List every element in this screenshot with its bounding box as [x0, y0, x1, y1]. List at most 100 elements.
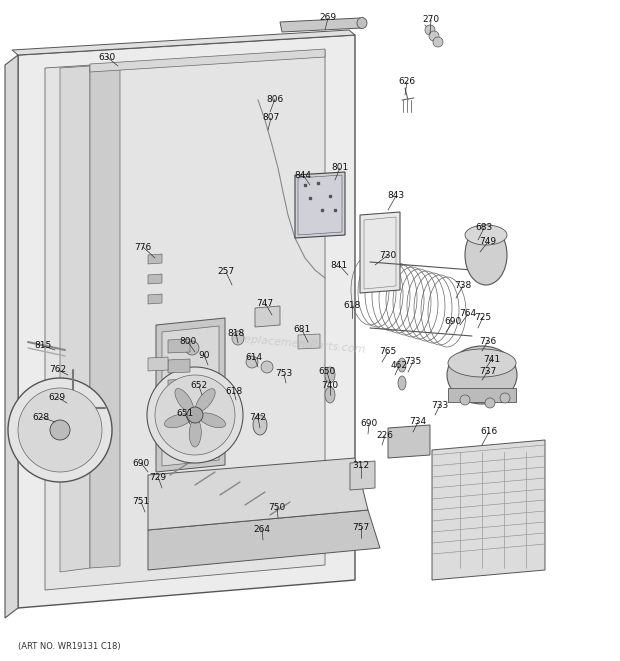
Ellipse shape	[465, 225, 507, 285]
Polygon shape	[432, 440, 545, 580]
Polygon shape	[156, 318, 225, 472]
Text: 729: 729	[149, 473, 167, 481]
Polygon shape	[148, 510, 380, 570]
Circle shape	[261, 361, 273, 373]
Circle shape	[147, 367, 243, 463]
Text: 762: 762	[50, 366, 66, 375]
Text: 815: 815	[34, 342, 51, 350]
Circle shape	[246, 356, 258, 368]
Polygon shape	[45, 50, 325, 590]
Ellipse shape	[253, 415, 267, 435]
Circle shape	[187, 407, 203, 423]
Text: 765: 765	[379, 348, 397, 356]
Polygon shape	[448, 388, 516, 402]
Circle shape	[429, 31, 439, 41]
Circle shape	[18, 388, 102, 472]
Text: 626: 626	[399, 77, 415, 87]
Text: 807: 807	[262, 114, 280, 122]
Text: 751: 751	[133, 498, 149, 506]
Text: 841: 841	[330, 260, 348, 270]
Circle shape	[485, 398, 495, 408]
Text: 90: 90	[198, 350, 210, 360]
Polygon shape	[168, 419, 190, 433]
Text: 844: 844	[294, 171, 311, 180]
Text: 614: 614	[246, 352, 262, 362]
Text: 764: 764	[459, 309, 477, 319]
Polygon shape	[162, 326, 219, 466]
Text: 462: 462	[391, 362, 407, 371]
Ellipse shape	[398, 376, 406, 390]
Text: 806: 806	[267, 95, 283, 104]
Text: 736: 736	[479, 336, 497, 346]
Polygon shape	[5, 55, 18, 618]
Text: 618: 618	[226, 387, 242, 397]
Ellipse shape	[465, 225, 507, 245]
Circle shape	[8, 378, 112, 482]
Text: 741: 741	[484, 354, 500, 364]
Polygon shape	[148, 357, 168, 371]
Text: 757: 757	[352, 522, 370, 531]
Text: 753: 753	[275, 369, 293, 379]
Polygon shape	[295, 172, 345, 238]
Circle shape	[500, 393, 510, 403]
Circle shape	[425, 25, 435, 35]
Text: 618: 618	[343, 301, 361, 309]
Ellipse shape	[398, 358, 406, 372]
Ellipse shape	[325, 387, 335, 403]
Ellipse shape	[195, 389, 215, 412]
Text: 652: 652	[190, 381, 208, 391]
Polygon shape	[18, 35, 355, 608]
Text: 801: 801	[331, 163, 348, 173]
Ellipse shape	[175, 389, 193, 412]
Polygon shape	[168, 359, 190, 373]
Polygon shape	[148, 274, 162, 284]
Text: 725: 725	[474, 313, 492, 321]
Polygon shape	[298, 334, 320, 349]
Polygon shape	[168, 379, 190, 393]
Text: 735: 735	[404, 358, 422, 366]
Text: 630: 630	[99, 52, 115, 61]
Text: 737: 737	[479, 366, 497, 375]
Text: 264: 264	[254, 524, 270, 533]
Text: 738: 738	[454, 282, 472, 290]
Circle shape	[433, 37, 443, 47]
Polygon shape	[168, 339, 190, 353]
Circle shape	[50, 420, 70, 440]
Text: 843: 843	[388, 192, 405, 200]
Text: 747: 747	[257, 299, 273, 307]
Polygon shape	[255, 306, 280, 327]
Text: 650: 650	[319, 368, 335, 377]
Text: 776: 776	[135, 243, 152, 251]
Text: 270: 270	[422, 15, 440, 24]
Text: 733: 733	[432, 401, 449, 410]
Text: 800: 800	[179, 338, 197, 346]
Ellipse shape	[199, 413, 226, 428]
Circle shape	[155, 375, 235, 455]
Text: 730: 730	[379, 251, 397, 260]
Polygon shape	[388, 425, 430, 458]
Polygon shape	[148, 458, 368, 530]
Text: eReplacementParts.com: eReplacementParts.com	[229, 332, 366, 355]
Text: 818: 818	[228, 329, 245, 338]
Ellipse shape	[325, 367, 335, 383]
Polygon shape	[168, 399, 190, 413]
Polygon shape	[12, 30, 355, 55]
Polygon shape	[360, 212, 400, 293]
Ellipse shape	[448, 349, 516, 377]
Ellipse shape	[232, 331, 244, 345]
Polygon shape	[60, 66, 90, 572]
Text: 312: 312	[352, 461, 370, 471]
Text: 742: 742	[249, 414, 267, 422]
Text: 628: 628	[32, 412, 50, 422]
Ellipse shape	[189, 419, 202, 447]
Circle shape	[460, 395, 470, 405]
Text: 257: 257	[218, 268, 234, 276]
Circle shape	[185, 341, 199, 355]
Text: 683: 683	[476, 223, 493, 233]
Ellipse shape	[164, 414, 192, 428]
Polygon shape	[350, 461, 375, 490]
Polygon shape	[280, 18, 362, 32]
Polygon shape	[90, 64, 120, 568]
Text: 749: 749	[479, 237, 497, 247]
Text: 734: 734	[409, 418, 427, 426]
